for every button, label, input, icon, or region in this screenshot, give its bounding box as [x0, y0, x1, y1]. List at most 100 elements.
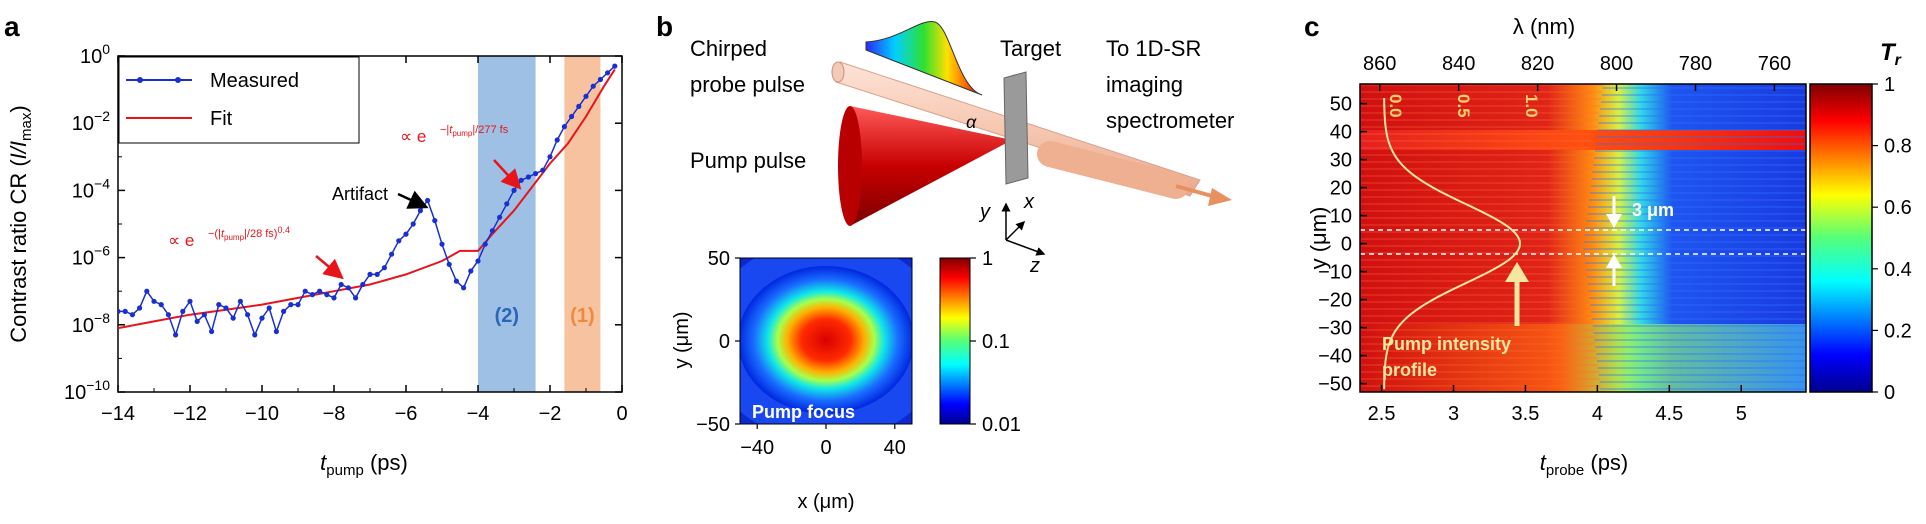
measured-point — [533, 171, 539, 177]
measured-point — [410, 221, 416, 227]
y-tick-label-c: 10 — [1330, 206, 1352, 228]
measured-point — [187, 298, 193, 304]
heat-stripe-red — [1360, 168, 1593, 170]
heat-stripe-blue — [1591, 178, 1806, 180]
measured-point — [381, 265, 387, 271]
focus-cbar-tick-label: 0.1 — [982, 331, 1010, 353]
artifact-arrow — [397, 190, 429, 209]
heat-stripe-red — [1360, 238, 1584, 240]
panel-letter-a: a — [4, 11, 20, 42]
xlabel-c-sub: probe — [1546, 462, 1584, 479]
spectral-heatmap: 0.0 0.5 1.0 — [1359, 83, 1807, 393]
heat-stripe-blue — [1586, 276, 1806, 278]
measured-point — [309, 292, 315, 298]
y-axis-label-a: Contrast ratio CR (I/Imax) — [6, 105, 35, 342]
measured-point — [353, 295, 359, 301]
heat-stripe-red — [1360, 315, 1592, 317]
measured-point — [367, 271, 373, 277]
measured-point — [597, 76, 604, 83]
focus-x-tick-label: −40 — [740, 437, 774, 459]
legend-a: Measured Fit — [118, 56, 360, 144]
imaging-label: imaging — [1106, 72, 1183, 97]
focus-colorbar-ticks: 1 0.1 0.01 — [970, 248, 1021, 436]
y-tick-base: 10 — [72, 315, 94, 337]
heat-stripe-blue — [1600, 101, 1806, 103]
x-axis-label-a: tpump (ps) — [320, 450, 408, 479]
heat-stripe-blue — [1589, 297, 1806, 299]
x-tick-label-c: 2.5 — [1368, 403, 1396, 425]
target-label: Target — [1000, 36, 1061, 61]
fit2-arrow — [315, 255, 344, 280]
measured-point — [576, 103, 582, 109]
heat-stripe-red — [1360, 336, 1595, 338]
heat-stripe-blue — [1594, 157, 1806, 159]
measured-point — [569, 113, 575, 120]
heat-stripe-blue — [1590, 311, 1806, 313]
heat-stripe-red — [1360, 154, 1595, 156]
measured-point — [245, 312, 251, 318]
fit2-exp-t: t — [221, 228, 225, 240]
heat-stripe-blue — [1587, 283, 1806, 285]
coord-y-label: y — [978, 201, 991, 223]
heat-stripe-red — [1360, 364, 1598, 366]
panel-letter-c: c — [1304, 11, 1320, 42]
heat-stripe-red — [1360, 280, 1588, 282]
pump-cone — [850, 106, 1012, 226]
y-tick-base: 10 — [80, 46, 102, 68]
heat-stripe-blue — [1594, 339, 1806, 341]
measured-point — [295, 302, 301, 308]
heat-stripe-blue — [1595, 143, 1806, 145]
fit1-arrow — [493, 159, 522, 190]
heat-stripe-blue — [1594, 150, 1806, 152]
measured-point — [504, 201, 510, 207]
measured-point — [374, 271, 380, 277]
three-um-arrow-top-head — [1606, 214, 1622, 228]
measured-point — [561, 124, 568, 130]
pump-intensity-profile-curve — [1383, 97, 1522, 390]
measured-point — [223, 305, 229, 311]
measured-point — [216, 302, 222, 308]
heat-stripe-blue — [1592, 171, 1806, 173]
heat-stripe-blue — [1584, 262, 1806, 264]
heat-stripe-red — [1360, 343, 1596, 345]
y-tick-label-a: 10−10 — [64, 377, 110, 404]
heat-stripe-blue — [1596, 136, 1806, 138]
measured-point — [144, 288, 150, 294]
focus-x-label: x (μm) — [797, 491, 854, 513]
measured-point — [180, 308, 186, 314]
fit1-exp-t: t — [449, 124, 453, 136]
measured-point — [540, 167, 546, 173]
heat-stripe-blue — [1593, 332, 1806, 334]
fit1-exp-b: |/277 fs — [472, 124, 508, 136]
heat-stripe-red — [1360, 112, 1600, 114]
measured-point — [525, 174, 532, 180]
x-axis-label-c: tprobe (ps) — [1540, 450, 1629, 479]
coord-z-label: z — [1029, 255, 1040, 277]
region-2-band — [478, 56, 536, 392]
y-tick-label-a: 100 — [80, 41, 110, 68]
output-beam — [1037, 141, 1189, 199]
y-tick-label-a: 10−8 — [72, 310, 110, 337]
heat-stripe-red — [1360, 273, 1587, 275]
heat-stripe-red — [1360, 224, 1586, 226]
heat-stripe-blue — [1585, 269, 1806, 271]
heat-stripe-red — [1360, 329, 1594, 331]
fit2-annotation: ∝ e −(|tpump|/28 fs)0.4 — [168, 225, 290, 250]
y-tick-label-c: 40 — [1330, 122, 1352, 144]
x-tick-label-a: −8 — [323, 403, 346, 425]
panel-c: c λ (nm) 0.0 0.5 1.0 3 μm Pump intensity p… — [1304, 11, 1912, 479]
focus-colorbar — [939, 257, 971, 425]
measured-point — [417, 208, 423, 214]
measured-point — [252, 332, 258, 338]
probe-beam-end — [831, 61, 845, 83]
heatmap-frame — [1359, 83, 1807, 393]
y-tick-label-c: 20 — [1330, 178, 1352, 200]
y-tick-base: 10 — [72, 113, 94, 135]
y-tick-label-c: 30 — [1330, 150, 1352, 172]
measured-point — [475, 258, 481, 264]
focus-cbar-tick-label: 0.01 — [982, 414, 1021, 436]
heat-stripe-red — [1360, 161, 1594, 163]
y-tick-exp: 0 — [102, 41, 110, 57]
measured-point — [425, 197, 431, 204]
heat-stripe-red — [1360, 371, 1599, 373]
